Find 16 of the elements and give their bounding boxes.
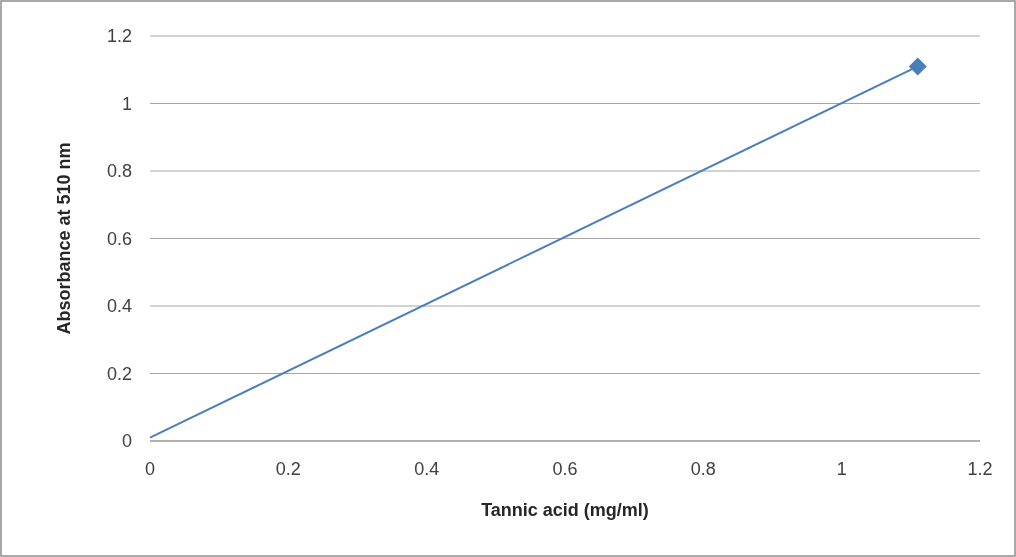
- x-tick-label: 0.4: [414, 459, 440, 479]
- y-tick-label: 1.2: [106, 26, 132, 47]
- x-tick-label: 0.8: [690, 459, 716, 479]
- x-tick-label: 0.6: [552, 459, 578, 479]
- x-tick-label: 0: [144, 459, 156, 479]
- y-axis-title: Absorbance at 510 nm: [54, 142, 74, 335]
- y-tick-label: 0.8: [106, 161, 132, 182]
- y-tick-label: 0: [121, 431, 132, 452]
- y-tick-label: 1: [121, 93, 132, 114]
- x-axis-title: Tannic acid (mg/ml): [481, 500, 649, 520]
- y-tick-label: 0.4: [106, 296, 132, 317]
- y-tick-label: 0.2: [106, 363, 132, 384]
- x-tick-label: 1: [836, 459, 847, 479]
- x-tick-label: 0.2: [275, 459, 301, 479]
- x-tick-label: 1.2: [967, 459, 993, 479]
- y-tick-label: 0.6: [106, 228, 132, 249]
